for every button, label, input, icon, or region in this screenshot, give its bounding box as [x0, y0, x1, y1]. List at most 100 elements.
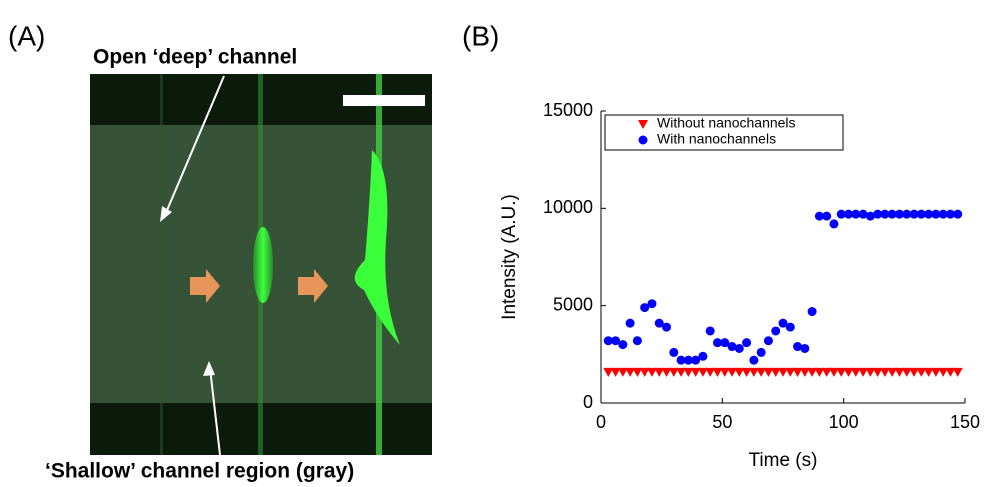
data-point: [901, 367, 912, 377]
data-point: [763, 367, 774, 377]
data-point: [843, 367, 854, 377]
data-point: [887, 367, 898, 377]
data-point: [727, 367, 738, 377]
data-point: [851, 209, 861, 219]
data-point: [662, 322, 672, 332]
data-point: [676, 367, 687, 377]
data-point: [807, 367, 818, 377]
data-point: [778, 318, 788, 328]
data-point: [705, 326, 715, 336]
data-point: [742, 338, 752, 348]
data-point: [603, 336, 613, 346]
data-point: [793, 342, 803, 352]
chart: 0 5000 10000 15000 0 50 100 150 Time (s) Intensit…: [499, 100, 980, 471]
y-tick-label: 0: [583, 392, 593, 412]
data-point: [640, 303, 650, 313]
data-point: [894, 367, 905, 377]
legend-marker: [638, 135, 648, 145]
data-point: [916, 209, 926, 219]
data-point: [727, 342, 737, 352]
data-point: [930, 367, 941, 377]
data-point: [705, 367, 716, 377]
x-tick-label: 50: [712, 412, 732, 432]
data-point: [828, 367, 839, 377]
annotation: ‘Shallow’ channel region (gray): [45, 460, 354, 483]
data-point: [639, 367, 650, 377]
data-point: [770, 367, 781, 377]
data-point: [625, 318, 635, 328]
data-point: [756, 367, 767, 377]
data-point: [938, 367, 949, 377]
data-point: [603, 367, 614, 377]
y-tick-label: 5000: [553, 294, 593, 314]
data-point: [734, 343, 744, 353]
data-point: [800, 343, 810, 353]
data-point: [669, 347, 679, 357]
data-point: [924, 209, 934, 219]
data-point: [734, 367, 745, 377]
data-point: [873, 209, 883, 219]
data-point: [683, 367, 694, 377]
data-point: [821, 367, 832, 377]
legend-marker: [638, 120, 648, 129]
data-point: [676, 355, 686, 365]
panel-label: (B): [462, 20, 499, 51]
data-point: [858, 209, 868, 219]
data-point: [829, 219, 839, 229]
data-point: [836, 209, 846, 219]
data-point: [632, 367, 643, 377]
data-point: [668, 367, 679, 377]
data-point: [618, 340, 628, 350]
data-point: [814, 367, 825, 377]
data-point: [865, 367, 876, 377]
legend-label: Without nanochannels: [657, 115, 796, 131]
data-point: [916, 367, 927, 377]
data-point: [844, 209, 854, 219]
data-point: [822, 211, 832, 221]
data-point: [712, 367, 723, 377]
data-point: [799, 367, 810, 377]
data-point: [771, 326, 781, 336]
data-point: [909, 367, 920, 377]
data-point: [763, 336, 773, 346]
data-point: [858, 367, 869, 377]
data-point: [879, 367, 890, 377]
data-point: [610, 367, 621, 377]
panel-label: (A): [8, 20, 45, 51]
x-tick-label: 150: [950, 412, 980, 432]
x-tick-label: 100: [829, 412, 859, 432]
y-axis-label: Intensity (A.U.): [499, 194, 520, 320]
annotation: Open ‘deep’ channel: [93, 46, 297, 69]
data-point: [654, 367, 665, 377]
data-point: [698, 351, 708, 361]
y-tick-label: 15000: [543, 100, 593, 120]
legend-label: With nanochannels: [657, 131, 776, 147]
data-point: [741, 367, 752, 377]
data-point: [785, 367, 796, 377]
data-point: [697, 367, 708, 377]
data-point: [909, 209, 919, 219]
data-point: [836, 367, 847, 377]
data-point: [880, 209, 890, 219]
data-point: [902, 209, 912, 219]
data-point: [611, 336, 621, 346]
data-point: [691, 355, 701, 365]
micrograph: [90, 74, 432, 456]
data-point: [719, 367, 730, 377]
data-point: [931, 209, 941, 219]
data-point: [749, 355, 759, 365]
data-point: [756, 347, 766, 357]
data-point: [894, 209, 904, 219]
data-point: [712, 338, 722, 348]
data-point: [625, 367, 636, 377]
data-point: [945, 209, 955, 219]
data-point: [690, 367, 701, 377]
data-point: [814, 211, 824, 221]
x-axis-label: Time (s): [749, 450, 818, 471]
data-point: [952, 367, 963, 377]
data-point: [617, 367, 628, 377]
data-point: [865, 211, 875, 221]
data-point: [938, 209, 948, 219]
data-point: [748, 367, 759, 377]
